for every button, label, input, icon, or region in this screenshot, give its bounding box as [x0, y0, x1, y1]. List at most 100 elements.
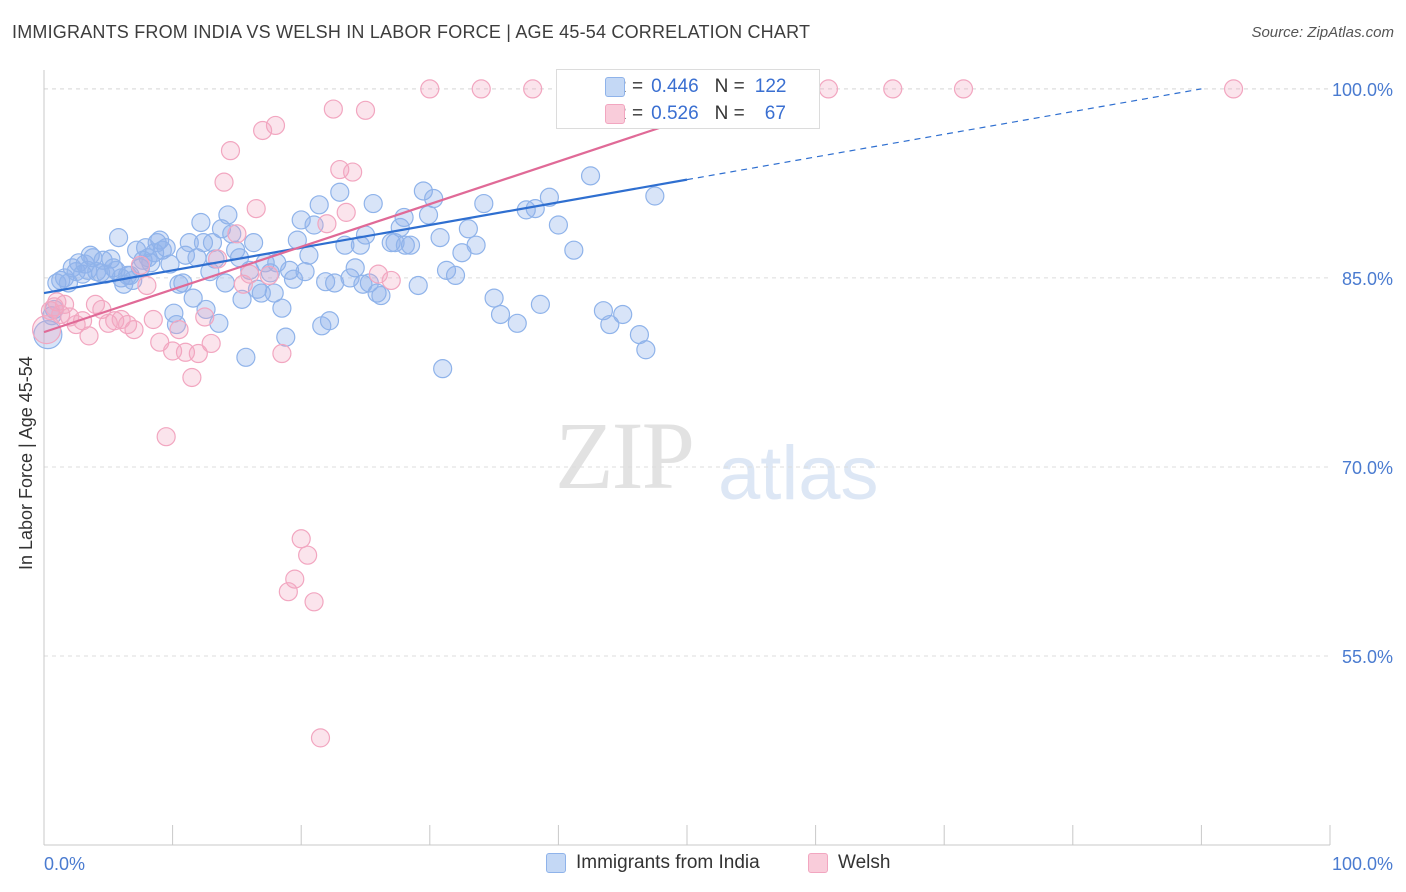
welsh-point [220, 141, 241, 161]
welsh-point [240, 264, 260, 284]
stats-row-india: R = 0.446 N = 122 [583, 74, 786, 100]
welsh-point [259, 265, 279, 286]
welsh-n-label: N = [714, 103, 745, 124]
india-point [408, 275, 428, 296]
stats-legend: R = 0.446 N = 122 R = 0.526 N = 67 [556, 69, 820, 129]
y-tick-label: 85.0% [1342, 269, 1393, 289]
india-point [209, 313, 229, 333]
y-tick-label: 100.0% [1332, 80, 1393, 100]
india-point [400, 235, 421, 255]
welsh-point [227, 224, 247, 244]
india-point [418, 205, 439, 225]
welsh-point [143, 309, 163, 330]
india-r-value: 0.446 [651, 76, 699, 97]
india-trend-line [43, 178, 688, 295]
india-point [179, 233, 199, 253]
india-point [530, 294, 550, 314]
welsh-point [818, 79, 839, 99]
india-point [353, 274, 373, 294]
india-point [330, 182, 350, 202]
india-point [62, 258, 82, 278]
india-point [474, 193, 494, 214]
india-point [433, 359, 453, 379]
welsh-point [355, 100, 376, 120]
welsh-point [953, 79, 974, 99]
stats-row-welsh: R = 0.526 N = 67 [583, 101, 786, 127]
india-point [325, 273, 345, 293]
india-point [636, 340, 656, 360]
welsh-point [523, 79, 543, 99]
india-point [133, 250, 153, 270]
x-tick-label-start: 0.0% [44, 854, 85, 874]
india-point [80, 245, 100, 265]
india-point [156, 238, 176, 258]
india-point [244, 233, 264, 253]
welsh-point [471, 79, 491, 99]
welsh-point [883, 79, 903, 99]
india-point [548, 215, 569, 235]
y-axis-label: In Labor Force | Age 45-54 [16, 356, 36, 570]
india-point [413, 181, 433, 201]
india-point [395, 235, 415, 255]
legend-item-india[interactable]: Immigrants from India [546, 852, 760, 874]
india-point [613, 304, 633, 325]
welsh-point [336, 202, 356, 222]
india-point [564, 240, 584, 260]
india-point [291, 210, 311, 230]
welsh-point [233, 274, 253, 294]
india-point [299, 245, 319, 265]
india-point [191, 212, 211, 233]
india-n-label: N = [714, 76, 745, 97]
india-point [222, 224, 242, 244]
welsh-point [117, 314, 138, 335]
india-swatch-icon [605, 77, 625, 97]
welsh-point [317, 214, 337, 234]
india-point [175, 245, 196, 265]
watermark-atlas: atlas [718, 431, 879, 516]
source-credit: Source: ZipAtlas.com [1251, 24, 1394, 41]
welsh-point [169, 319, 189, 340]
india-point [371, 285, 391, 306]
welsh-point [130, 255, 151, 275]
india-point [264, 283, 284, 303]
india-point [283, 269, 304, 289]
y-tick-label: 55.0% [1342, 647, 1393, 667]
welsh-point [137, 275, 157, 296]
india-point [424, 188, 444, 209]
india-point [319, 311, 340, 331]
india-point [345, 258, 365, 278]
watermark-zip: ZIP [555, 402, 695, 509]
india-point [196, 299, 216, 320]
x-tick-label-end: 100.0% [1332, 854, 1393, 874]
india-point [458, 219, 478, 239]
india-point [539, 187, 559, 207]
y-tick-label: 70.0% [1342, 458, 1393, 478]
welsh-point [208, 249, 228, 269]
india-point [232, 289, 252, 309]
india-point [507, 313, 527, 333]
india-point [580, 166, 601, 186]
welsh-point [1223, 79, 1244, 99]
legend-item-welsh[interactable]: Welsh [808, 852, 890, 874]
india-point [160, 254, 180, 274]
welsh-point [47, 292, 67, 312]
india-point [436, 260, 457, 280]
welsh-point [201, 333, 221, 354]
legend-welsh-swatch-icon [808, 853, 828, 873]
welsh-point [278, 582, 298, 602]
welsh-trend-line [43, 87, 778, 334]
welsh-point [54, 294, 75, 314]
welsh-point [214, 172, 234, 192]
welsh-point [265, 115, 286, 136]
india-n-value: 122 [754, 76, 787, 97]
india-point [445, 265, 466, 286]
welsh-point [85, 294, 106, 314]
welsh-point [188, 343, 208, 364]
india-point [108, 228, 129, 248]
welsh-point [195, 307, 215, 327]
welsh-point [285, 569, 305, 589]
legend-welsh-label: Welsh [838, 852, 891, 873]
legend-india-swatch-icon [546, 853, 566, 873]
bottom-legend: Immigrants from India Welsh [0, 852, 1406, 878]
india-point [215, 273, 235, 293]
